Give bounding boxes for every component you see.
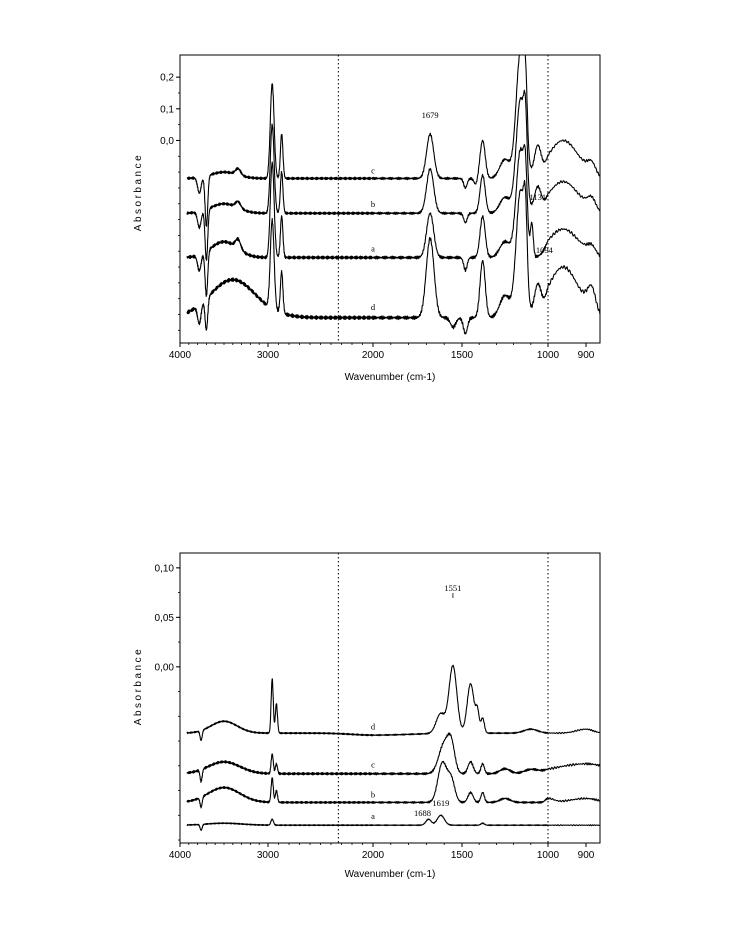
series-line-c: [186, 54, 601, 227]
x-tick-label: 3000: [257, 350, 280, 361]
series-label-b: b: [371, 199, 375, 209]
x-tick-label: 2000: [362, 350, 385, 361]
top-spectrum-chart: c b a d 4000 3000 2000 1500 1000 900 0,2 0,1 0,0 1…: [133, 54, 601, 383]
plot-frame: [179, 54, 601, 344]
y-tick-label: 0,05: [155, 613, 175, 624]
peak-label: 1688: [414, 808, 431, 818]
x-tick-label: 900: [578, 850, 595, 861]
x-tick-label: 900: [578, 350, 595, 361]
y-tick-label: 0,1: [160, 104, 174, 115]
y-axis-ticks: 0,10 0,05 0,00: [155, 563, 180, 841]
peak-label: 1094: [536, 245, 554, 255]
peak-label: 1619: [432, 798, 449, 808]
series-label-d: d: [371, 721, 376, 731]
series-line-c: [186, 732, 601, 783]
x-tick-label: 2000: [362, 850, 385, 861]
series-label-d: d: [371, 302, 376, 312]
series-label-c: c: [371, 760, 375, 770]
x-tick-label: 4000: [169, 850, 192, 861]
y-axis-label: Absorbance: [133, 647, 144, 725]
y-tick-label: 0,10: [155, 563, 175, 574]
x-axis-ticks: 4000 3000 2000 1500 1000 900: [169, 343, 595, 361]
peak-annotations: 1679 1131 1094: [422, 110, 554, 255]
series-line-d: [186, 179, 601, 335]
y-axis-ticks: 0,2 0,1 0,0: [160, 73, 180, 331]
series-label-b: b: [371, 789, 375, 799]
x-tick-label: 4000: [169, 350, 192, 361]
x-axis-label: Wavenumber (cm-1): [345, 372, 436, 383]
series-label-c: c: [371, 165, 375, 175]
series-line-b: [186, 89, 601, 261]
y-axis-label: Absorbance: [133, 153, 144, 231]
series-line-d: [186, 664, 601, 742]
peak-label: 1131: [529, 192, 546, 202]
x-tick-label: 1000: [537, 350, 560, 361]
x-tick-label: 1500: [451, 350, 474, 361]
plot-frame: [179, 552, 601, 844]
series-line-b: [186, 760, 601, 809]
x-tick-label: 3000: [257, 850, 280, 861]
peak-label: 1679: [422, 110, 439, 120]
y-tick-label: 0,00: [155, 662, 175, 673]
x-tick-label: 1500: [451, 850, 474, 861]
reference-lines: [337, 553, 549, 843]
spectra-series: c b a d: [186, 54, 601, 335]
series-label-a: a: [371, 811, 375, 821]
reference-lines: [337, 55, 549, 343]
series-line-a: [186, 814, 601, 831]
y-tick-label: 0,2: [160, 73, 174, 84]
spectra-series: d c b a: [186, 664, 601, 831]
bottom-spectrum-chart: d c b a 4000 3000 2000 1500 1000 900 0,10 0,05 0,0…: [133, 552, 601, 880]
series-label-a: a: [371, 243, 375, 253]
x-tick-label: 1000: [537, 850, 560, 861]
x-axis-ticks: 4000 3000 2000 1500 1000 900: [169, 843, 595, 861]
series-line-a: [186, 143, 601, 297]
y-tick-label: 0,0: [160, 136, 174, 147]
peak-label: 1551: [444, 583, 461, 593]
x-axis-label: Wavenumber (cm-1): [345, 869, 436, 880]
